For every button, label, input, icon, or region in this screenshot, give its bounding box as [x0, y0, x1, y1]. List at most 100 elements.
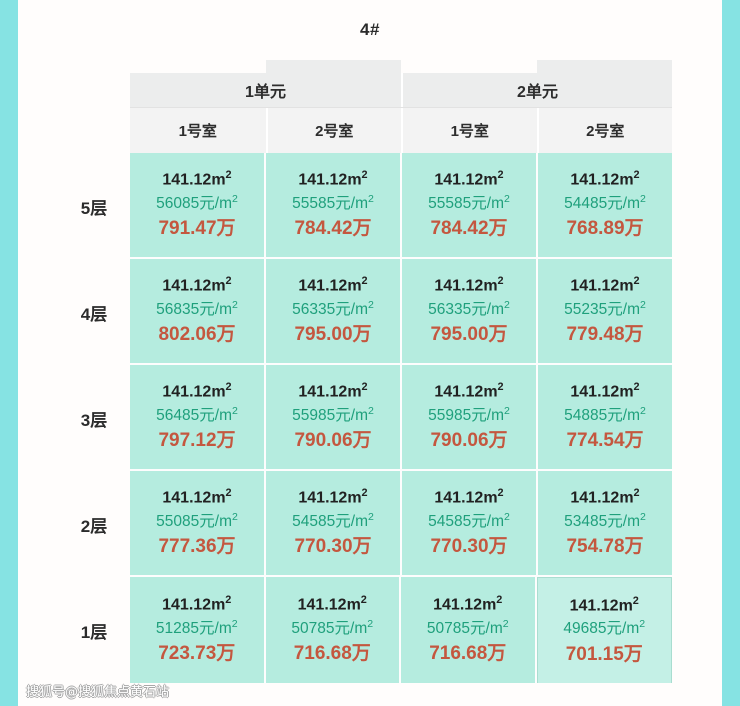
- cell-area: 141.12m2: [434, 381, 504, 401]
- unit-header-cell[interactable]: 1单元: [245, 84, 286, 101]
- floor-label-column: 5层 4层 3层 2层 1层: [58, 153, 130, 683]
- floor-label: 3层: [80, 410, 108, 430]
- page-title: 4#: [360, 20, 380, 39]
- cell-unit-price: 56835元/m2: [156, 298, 238, 318]
- cell-unit-price: 55235元/m2: [564, 298, 646, 318]
- cell-area: 141.12m2: [162, 169, 232, 189]
- room-header-cell[interactable]: 1号室: [401, 108, 537, 153]
- cell-unit-price: 54585元/m2: [292, 510, 374, 530]
- room-header-row: 1号室 2号室 1号室 2号室: [130, 107, 672, 153]
- unit-price-cell[interactable]: 141.12m2 53485元/m2 754.78万: [538, 471, 672, 577]
- unit-price-cell[interactable]: 141.12m2 56335元/m2 795.00万: [402, 259, 538, 365]
- floor-label: 2层: [80, 516, 108, 536]
- floor-label: 5层: [80, 198, 108, 218]
- cell-total-price: 754.78万: [566, 536, 644, 558]
- unit-price-cell[interactable]: 141.12m2 50785元/m2 716.68万: [401, 577, 537, 683]
- unit-price-cell[interactable]: 141.12m2 50785元/m2 716.68万: [265, 577, 401, 683]
- cell-unit-price: 56085元/m2: [156, 192, 238, 212]
- cell-area: 141.12m2: [298, 381, 368, 401]
- cell-total-price: 784.42万: [294, 218, 372, 240]
- unit-price-cell[interactable]: 141.12m2 55085元/m2 777.36万: [130, 471, 266, 577]
- unit-price-cell[interactable]: 141.12m2 55235元/m2 779.48万: [538, 259, 672, 365]
- cell-unit-price: 55585元/m2: [428, 192, 510, 212]
- cell-total-price: 795.00万: [294, 324, 372, 346]
- cell-unit-price: 54585元/m2: [428, 510, 510, 530]
- table-row: 141.12m2 51285元/m2 723.73万 141.12m2 50785元/m…: [130, 577, 672, 683]
- price-table: 1单元 2单元 1号室 2号室 1号室 2号室 141.12m2 56085元/m2 791…: [130, 60, 672, 683]
- room-header-cell[interactable]: 2号室: [265, 108, 402, 153]
- cell-unit-price: 53485元/m2: [564, 510, 646, 530]
- cell-total-price: 774.54万: [566, 430, 644, 452]
- room-header-cell[interactable]: 2号室: [536, 108, 673, 153]
- cell-total-price: 797.12万: [158, 430, 236, 452]
- cell-total-price: 701.15万: [565, 643, 643, 665]
- unit-header-notch-row: [130, 60, 672, 73]
- cell-total-price: 790.06万: [294, 430, 372, 452]
- floor-label: 1层: [80, 622, 108, 642]
- cell-unit-price: 50785元/m2: [426, 617, 509, 637]
- cell-area: 141.12m2: [570, 381, 640, 401]
- cell-area: 141.12m2: [434, 487, 504, 507]
- cell-total-price: 791.47万: [158, 218, 236, 240]
- cell-total-price: 777.36万: [158, 536, 236, 558]
- cell-area: 141.12m2: [570, 169, 640, 189]
- cell-total-price: 768.89万: [566, 218, 644, 240]
- cell-unit-price: 55985元/m2: [292, 404, 374, 424]
- unit-price-cell[interactable]: 141.12m2 55585元/m2 784.42万: [402, 153, 538, 259]
- cell-total-price: 784.42万: [430, 218, 508, 240]
- cell-total-price: 770.30万: [430, 536, 508, 558]
- unit-price-cell[interactable]: 141.12m2 56335元/m2 795.00万: [266, 259, 402, 365]
- cell-unit-price: 55085元/m2: [156, 510, 238, 530]
- left-edge-band: [0, 0, 18, 706]
- unit-price-cell[interactable]: 141.12m2 55585元/m2 784.42万: [266, 153, 402, 259]
- cell-unit-price: 51285元/m2: [155, 617, 238, 637]
- watermark: 搜狐号@搜狐焦点黄石站: [26, 685, 170, 700]
- cell-unit-price: 56485元/m2: [156, 404, 238, 424]
- table-row: 141.12m2 55085元/m2 777.36万 141.12m2 54585元/m…: [130, 471, 672, 577]
- cell-total-price: 795.00万: [430, 324, 508, 346]
- unit-header-notch-fill: [265, 60, 401, 73]
- cell-unit-price: 49685元/m2: [563, 618, 646, 638]
- cell-total-price: 723.73万: [158, 643, 236, 665]
- unit-price-cell[interactable]: 141.12m2 56835元/m2 802.06万: [130, 259, 266, 365]
- unit-header-notch-fill: [536, 60, 672, 73]
- unit-header-cell[interactable]: 2单元: [401, 73, 672, 107]
- unit-price-cell[interactable]: 141.12m2 55985元/m2 790.06万: [266, 365, 402, 471]
- cell-area: 141.12m2: [298, 169, 368, 189]
- cell-total-price: 802.06万: [158, 324, 236, 346]
- cell-unit-price: 56335元/m2: [428, 298, 510, 318]
- right-edge-band: [722, 0, 740, 706]
- unit-price-cell[interactable]: 141.12m2 51285元/m2 723.73万: [130, 577, 266, 683]
- cell-total-price: 716.68万: [429, 643, 507, 665]
- cell-unit-price: 54885元/m2: [564, 404, 646, 424]
- unit-price-cell[interactable]: 141.12m2 56085元/m2 791.47万: [130, 153, 266, 259]
- floor-label: 4层: [80, 304, 108, 324]
- room-header-cell[interactable]: 1号室: [178, 123, 217, 140]
- unit-price-cell[interactable]: 141.12m2 54585元/m2 770.30万: [266, 471, 402, 577]
- page-content: 4# 5层 4层 3层 2层 1层 1单元 2单元 1号室 2号室 1号室 2号室 141.12…: [18, 0, 722, 706]
- cell-total-price: 770.30万: [294, 536, 372, 558]
- cell-unit-price: 55985元/m2: [428, 404, 510, 424]
- unit-price-cell[interactable]: 141.12m2 54485元/m2 768.89万: [538, 153, 672, 259]
- cell-total-price: 779.48万: [566, 324, 644, 346]
- cell-total-price: 790.06万: [430, 430, 508, 452]
- unit-header-notch-gap: [401, 60, 537, 73]
- cell-unit-price: 54485元/m2: [564, 192, 646, 212]
- cell-area: 141.12m2: [298, 487, 368, 507]
- unit-price-cell[interactable]: 141.12m2 54585元/m2 770.30万: [402, 471, 538, 577]
- cell-area: 141.12m2: [298, 275, 368, 295]
- cell-area: 141.12m2: [433, 594, 503, 614]
- cell-unit-price: 56335元/m2: [292, 298, 374, 318]
- unit-price-cell[interactable]: 141.12m2 54885元/m2 774.54万: [538, 365, 672, 471]
- table-row: 141.12m2 56485元/m2 797.12万 141.12m2 55985元/m…: [130, 365, 672, 471]
- unit-price-cell[interactable]: 141.12m2 55985元/m2 790.06万: [402, 365, 538, 471]
- cell-unit-price: 55585元/m2: [292, 192, 374, 212]
- unit-header-row: 1单元 2单元: [130, 73, 672, 107]
- cell-area: 141.12m2: [434, 169, 504, 189]
- cell-area: 141.12m2: [569, 594, 639, 615]
- unit-price-cell[interactable]: 141.12m2 49685元/m2 701.15万: [536, 577, 672, 683]
- cell-unit-price: 50785元/m2: [291, 617, 374, 637]
- cell-area: 141.12m2: [162, 594, 232, 614]
- cell-total-price: 716.68万: [293, 643, 371, 665]
- unit-price-cell[interactable]: 141.12m2 56485元/m2 797.12万: [130, 365, 266, 471]
